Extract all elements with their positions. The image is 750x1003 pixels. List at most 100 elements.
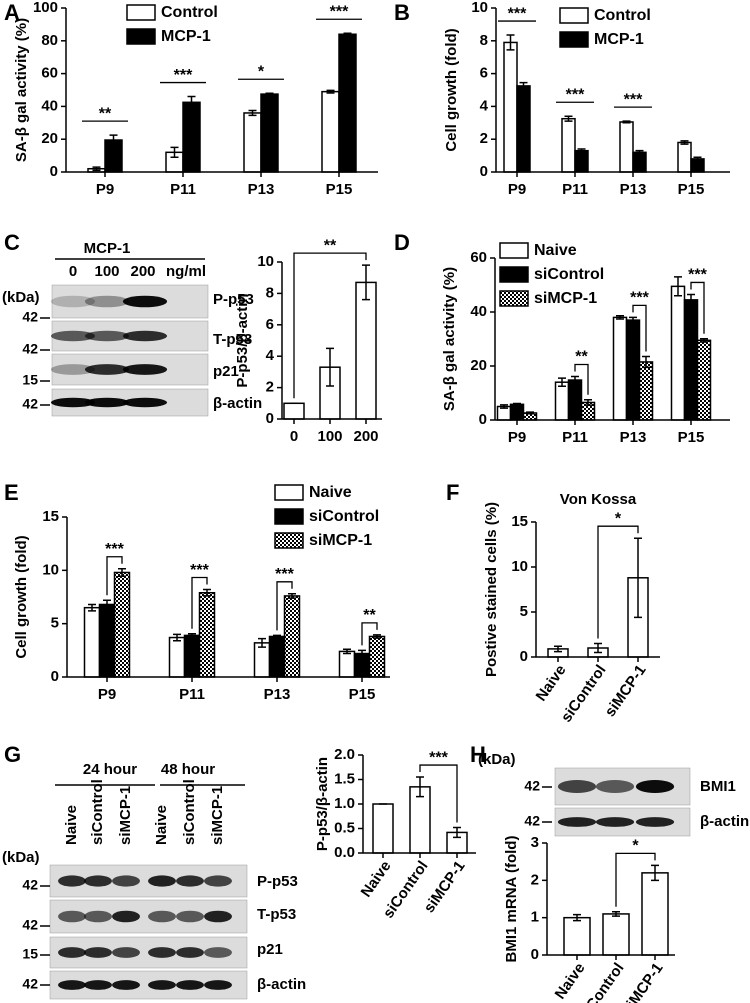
blot-band xyxy=(204,875,232,887)
error-bar xyxy=(248,109,257,117)
y-tick-label: 10 xyxy=(42,561,59,578)
y-tick-label: 2.0 xyxy=(334,746,355,763)
error-bar xyxy=(362,264,370,301)
kda-marker: 42 xyxy=(22,396,38,412)
y-tick-label: 0.5 xyxy=(334,819,355,836)
blot-band xyxy=(176,875,204,887)
error-bar xyxy=(622,120,631,124)
significance-bracket xyxy=(615,852,656,907)
bar xyxy=(554,381,570,421)
bar xyxy=(372,803,394,854)
error-bar xyxy=(693,156,702,162)
y-tick-label: 2 xyxy=(480,130,488,147)
kda-marker: 42 xyxy=(22,877,38,893)
error-bar xyxy=(92,166,101,172)
significance-label: ** xyxy=(363,607,376,624)
x-tick-label: P11 xyxy=(170,181,196,198)
bar xyxy=(696,339,712,421)
blot-band xyxy=(58,947,86,958)
blot-band xyxy=(122,397,168,408)
error-bar xyxy=(558,377,566,387)
x-tick-label: Naive xyxy=(533,662,570,705)
bar xyxy=(612,316,628,421)
significance-label: ** xyxy=(99,105,112,122)
lane-label: Naive xyxy=(153,805,170,845)
legend-swatch xyxy=(274,484,304,501)
blot-band xyxy=(595,780,635,793)
bar xyxy=(670,285,686,421)
error-bar xyxy=(326,347,334,387)
bar xyxy=(625,319,641,421)
x-tick-label: 200 xyxy=(353,428,378,445)
y-tick-label: 2 xyxy=(266,379,274,396)
error-bar xyxy=(594,642,602,654)
y-axis-label: Postive stained cells (%) xyxy=(483,502,500,677)
error-bar xyxy=(173,633,181,642)
error-bar xyxy=(642,355,650,369)
blot-band xyxy=(84,364,130,375)
blot-band xyxy=(58,910,86,923)
x-tick-label: P13 xyxy=(620,429,647,446)
error-bar xyxy=(265,92,274,96)
y-tick-label: 0 xyxy=(520,648,528,665)
y-tick-label: 20 xyxy=(470,357,487,374)
protein-label: T-p53 xyxy=(257,906,296,923)
error-bar xyxy=(170,146,179,158)
x-tick-label: Naive xyxy=(552,960,589,1003)
bar xyxy=(253,642,271,678)
kda-marker: 42 xyxy=(524,778,540,794)
error-bar xyxy=(103,599,111,610)
y-tick-label: 0 xyxy=(480,163,488,180)
panel-letter: D xyxy=(394,230,410,255)
protein-label: β-actin xyxy=(257,976,306,993)
lane-label: 100 xyxy=(94,263,119,280)
bar xyxy=(182,101,201,173)
blot-band xyxy=(595,817,635,827)
x-tick-label: P15 xyxy=(678,429,705,446)
legend-swatch xyxy=(559,7,589,24)
y-tick-label: 15 xyxy=(42,508,59,525)
significance-label: *** xyxy=(566,86,585,103)
blot-band xyxy=(176,980,204,990)
y-tick-label: 1.0 xyxy=(334,795,355,812)
legend-swatch xyxy=(559,31,589,48)
error-bar xyxy=(500,404,508,409)
legend-swatch xyxy=(499,266,529,283)
legend-label: siMCP-1 xyxy=(534,290,597,307)
protein-label: P-p53 xyxy=(257,873,298,890)
legend-swatch xyxy=(499,290,529,307)
significance-label: *** xyxy=(174,67,193,84)
legend-swatch xyxy=(126,4,156,21)
y-axis-label: BMI1 mRNA (fold) xyxy=(503,836,520,963)
group-label: 48 hour xyxy=(161,761,215,778)
blot-band xyxy=(84,875,112,887)
panel-letter: H xyxy=(470,742,486,767)
x-tick-label: P15 xyxy=(678,181,705,198)
blot-band xyxy=(112,947,140,958)
x-tick-label: P13 xyxy=(264,686,291,703)
bar xyxy=(98,603,116,678)
bar xyxy=(567,379,583,421)
blot-band xyxy=(635,817,675,827)
panel-letter: F xyxy=(446,480,459,505)
error-bar xyxy=(373,634,381,639)
kda-marker: 42 xyxy=(22,341,38,357)
blot-band xyxy=(204,980,232,990)
y-tick-label: 100 xyxy=(33,0,58,16)
significance-label: *** xyxy=(624,91,643,108)
error-bar xyxy=(358,649,366,658)
error-bar xyxy=(187,95,196,109)
legend-swatch xyxy=(274,532,304,549)
error-bar xyxy=(526,411,534,415)
blot-band xyxy=(122,295,168,308)
lane-label: Naive xyxy=(63,805,80,845)
significance-label: *** xyxy=(508,5,527,22)
blot-band xyxy=(84,330,130,342)
blot-band xyxy=(84,295,130,308)
blot-band xyxy=(50,330,96,342)
x-tick-label: P9 xyxy=(508,181,526,198)
kda-marker: 42 xyxy=(22,309,38,325)
y-tick-label: 5 xyxy=(520,603,528,620)
lane-label: siMCP-1 xyxy=(209,786,226,845)
bar xyxy=(561,117,576,173)
